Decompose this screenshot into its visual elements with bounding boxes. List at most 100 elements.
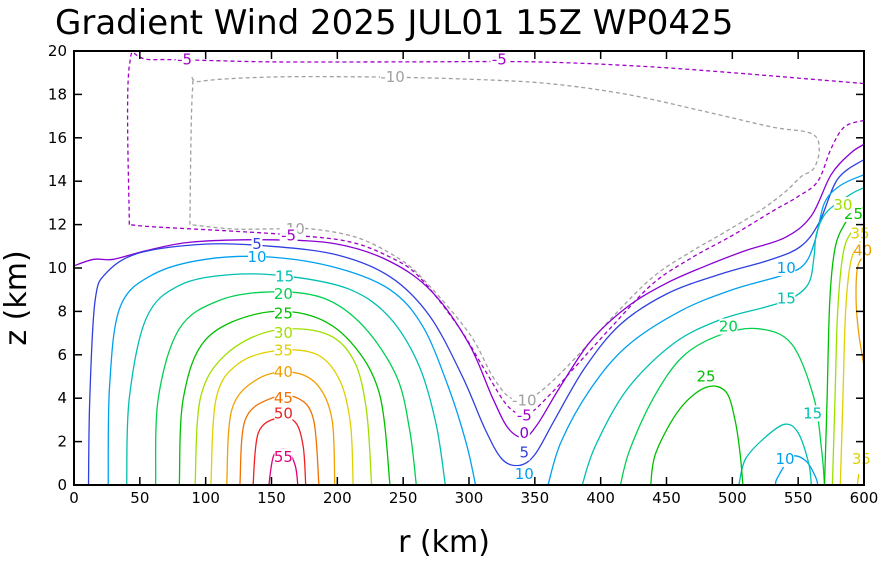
contour-label-bg (853, 242, 872, 259)
contour-label-bg (719, 318, 738, 335)
contour-label: 40 (853, 242, 872, 260)
y-tick-label: 10 (48, 259, 67, 277)
contour-label-bg (697, 368, 715, 385)
contour-label-bg (518, 424, 530, 441)
contour-label-bg (515, 466, 534, 483)
y-tick-label: 20 (48, 42, 67, 60)
contour-label: -5 (492, 51, 507, 69)
y-tick-label: 2 (57, 433, 67, 451)
contour-line-level-neg5 (129, 119, 865, 415)
y-tick-label: 0 (57, 476, 67, 494)
contour-label-bg (380, 69, 406, 85)
contour-line-level-0 (73, 143, 865, 439)
contour-line-level-5 (87, 158, 865, 486)
contour-label: 0 (520, 424, 530, 442)
x-tick-label: 550 (784, 489, 813, 507)
x-tick-label: 400 (586, 489, 615, 507)
y-tick-label: 6 (57, 346, 67, 364)
x-tick-label: 350 (521, 489, 550, 507)
contour-label: 10 (515, 465, 534, 483)
contour-line-level-neg5 (126, 51, 865, 225)
contour-label: 5 (520, 443, 530, 461)
contour-label-bg (274, 342, 293, 359)
contour-label-bg (279, 227, 298, 244)
x-tick-label: 150 (257, 489, 286, 507)
contour-label: 20 (274, 285, 293, 303)
contour-label: 25 (274, 305, 293, 323)
contour-label: 35 (852, 450, 871, 468)
x-tick-label: 0 (69, 489, 79, 507)
contour-label: 45 (274, 389, 293, 407)
contour-label: 15 (803, 404, 822, 422)
y-tick-label: 4 (57, 389, 67, 407)
contour-label: 50 (274, 404, 293, 422)
x-tick-label: 250 (389, 489, 418, 507)
contour-label: 55 (274, 448, 293, 466)
y-tick-label: 14 (48, 172, 67, 190)
contour-label-bg (777, 260, 796, 276)
contour-label: 30 (274, 324, 293, 342)
x-tick-label: 600 (850, 489, 879, 507)
contour-label-bg (274, 325, 293, 342)
contour-line-level-10 (547, 174, 865, 486)
y-tick-label: 18 (48, 85, 67, 103)
x-tick-label: 200 (323, 489, 352, 507)
y-axis-ticks: 0 2 4 6 8 10 12 14 16 18 20 (48, 42, 864, 494)
contour-label: 25 (696, 368, 715, 386)
x-tick-label: 100 (191, 489, 220, 507)
x-tick-label: 500 (718, 489, 747, 507)
contour-label: 20 (719, 318, 738, 336)
x-tick-label: 300 (455, 489, 484, 507)
contour-labels: -5-5-10-10-5510152025303540455055-10-505… (175, 51, 872, 483)
contour-line-level-20 (619, 327, 826, 486)
contour-label: 15 (275, 268, 294, 286)
contour-label: -5 (517, 407, 532, 425)
contour-lines (73, 51, 865, 486)
contour-label-bg (251, 236, 263, 253)
contour-label-bg (776, 451, 794, 467)
contour-label: -10 (380, 68, 405, 86)
contour-line-level-30 (194, 328, 373, 486)
x-tick-label: 450 (652, 489, 681, 507)
x-tick-label: 50 (130, 489, 149, 507)
contour-label-bg (248, 249, 266, 266)
contour-label-bg (274, 305, 293, 322)
contour-line-level-15 (581, 187, 865, 486)
contour-line-level-10 (107, 255, 477, 486)
contour-label-bg (803, 405, 822, 422)
contour-line-level-25 (650, 385, 744, 486)
contour-label-bg (275, 268, 294, 285)
contour-label: 15 (777, 289, 796, 307)
contour-label: 5 (252, 235, 262, 253)
contour-label: 10 (777, 259, 796, 277)
chart-title: Gradient Wind 2025 JUL01 15Z WP0425 (55, 3, 733, 43)
y-axis-title: z (km) (0, 250, 34, 345)
plot-frame (73, 50, 865, 486)
contour-label: 35 (850, 224, 869, 242)
x-axis-title: r (km) (398, 525, 490, 560)
contour-label-bg (175, 51, 194, 68)
contour-line-level-35 (839, 237, 865, 486)
contour-label: -5 (177, 51, 192, 69)
contour-line-level-10 (774, 455, 819, 486)
contour-label-bg (274, 364, 293, 381)
contour-label-bg (511, 392, 537, 409)
contour-label: 35 (274, 342, 293, 360)
contour-line-level-35 (210, 349, 354, 486)
contour-label-bg (274, 405, 293, 422)
contour-label: 30 (833, 196, 852, 214)
contour-label-bg (777, 290, 796, 307)
contour-label: -10 (512, 391, 537, 409)
contour-label-bg (518, 444, 530, 461)
contour-label-bg (833, 197, 852, 214)
y-tick-label: 8 (57, 302, 67, 320)
y-tick-label: 12 (48, 216, 67, 234)
contour-label: 10 (247, 248, 266, 266)
contour-label-bg (490, 51, 509, 68)
contour-line-level-40 (855, 254, 865, 366)
contour-label-bg (274, 448, 293, 465)
contour-line-level-15 (738, 423, 812, 486)
contour-line-level-30 (831, 224, 865, 486)
